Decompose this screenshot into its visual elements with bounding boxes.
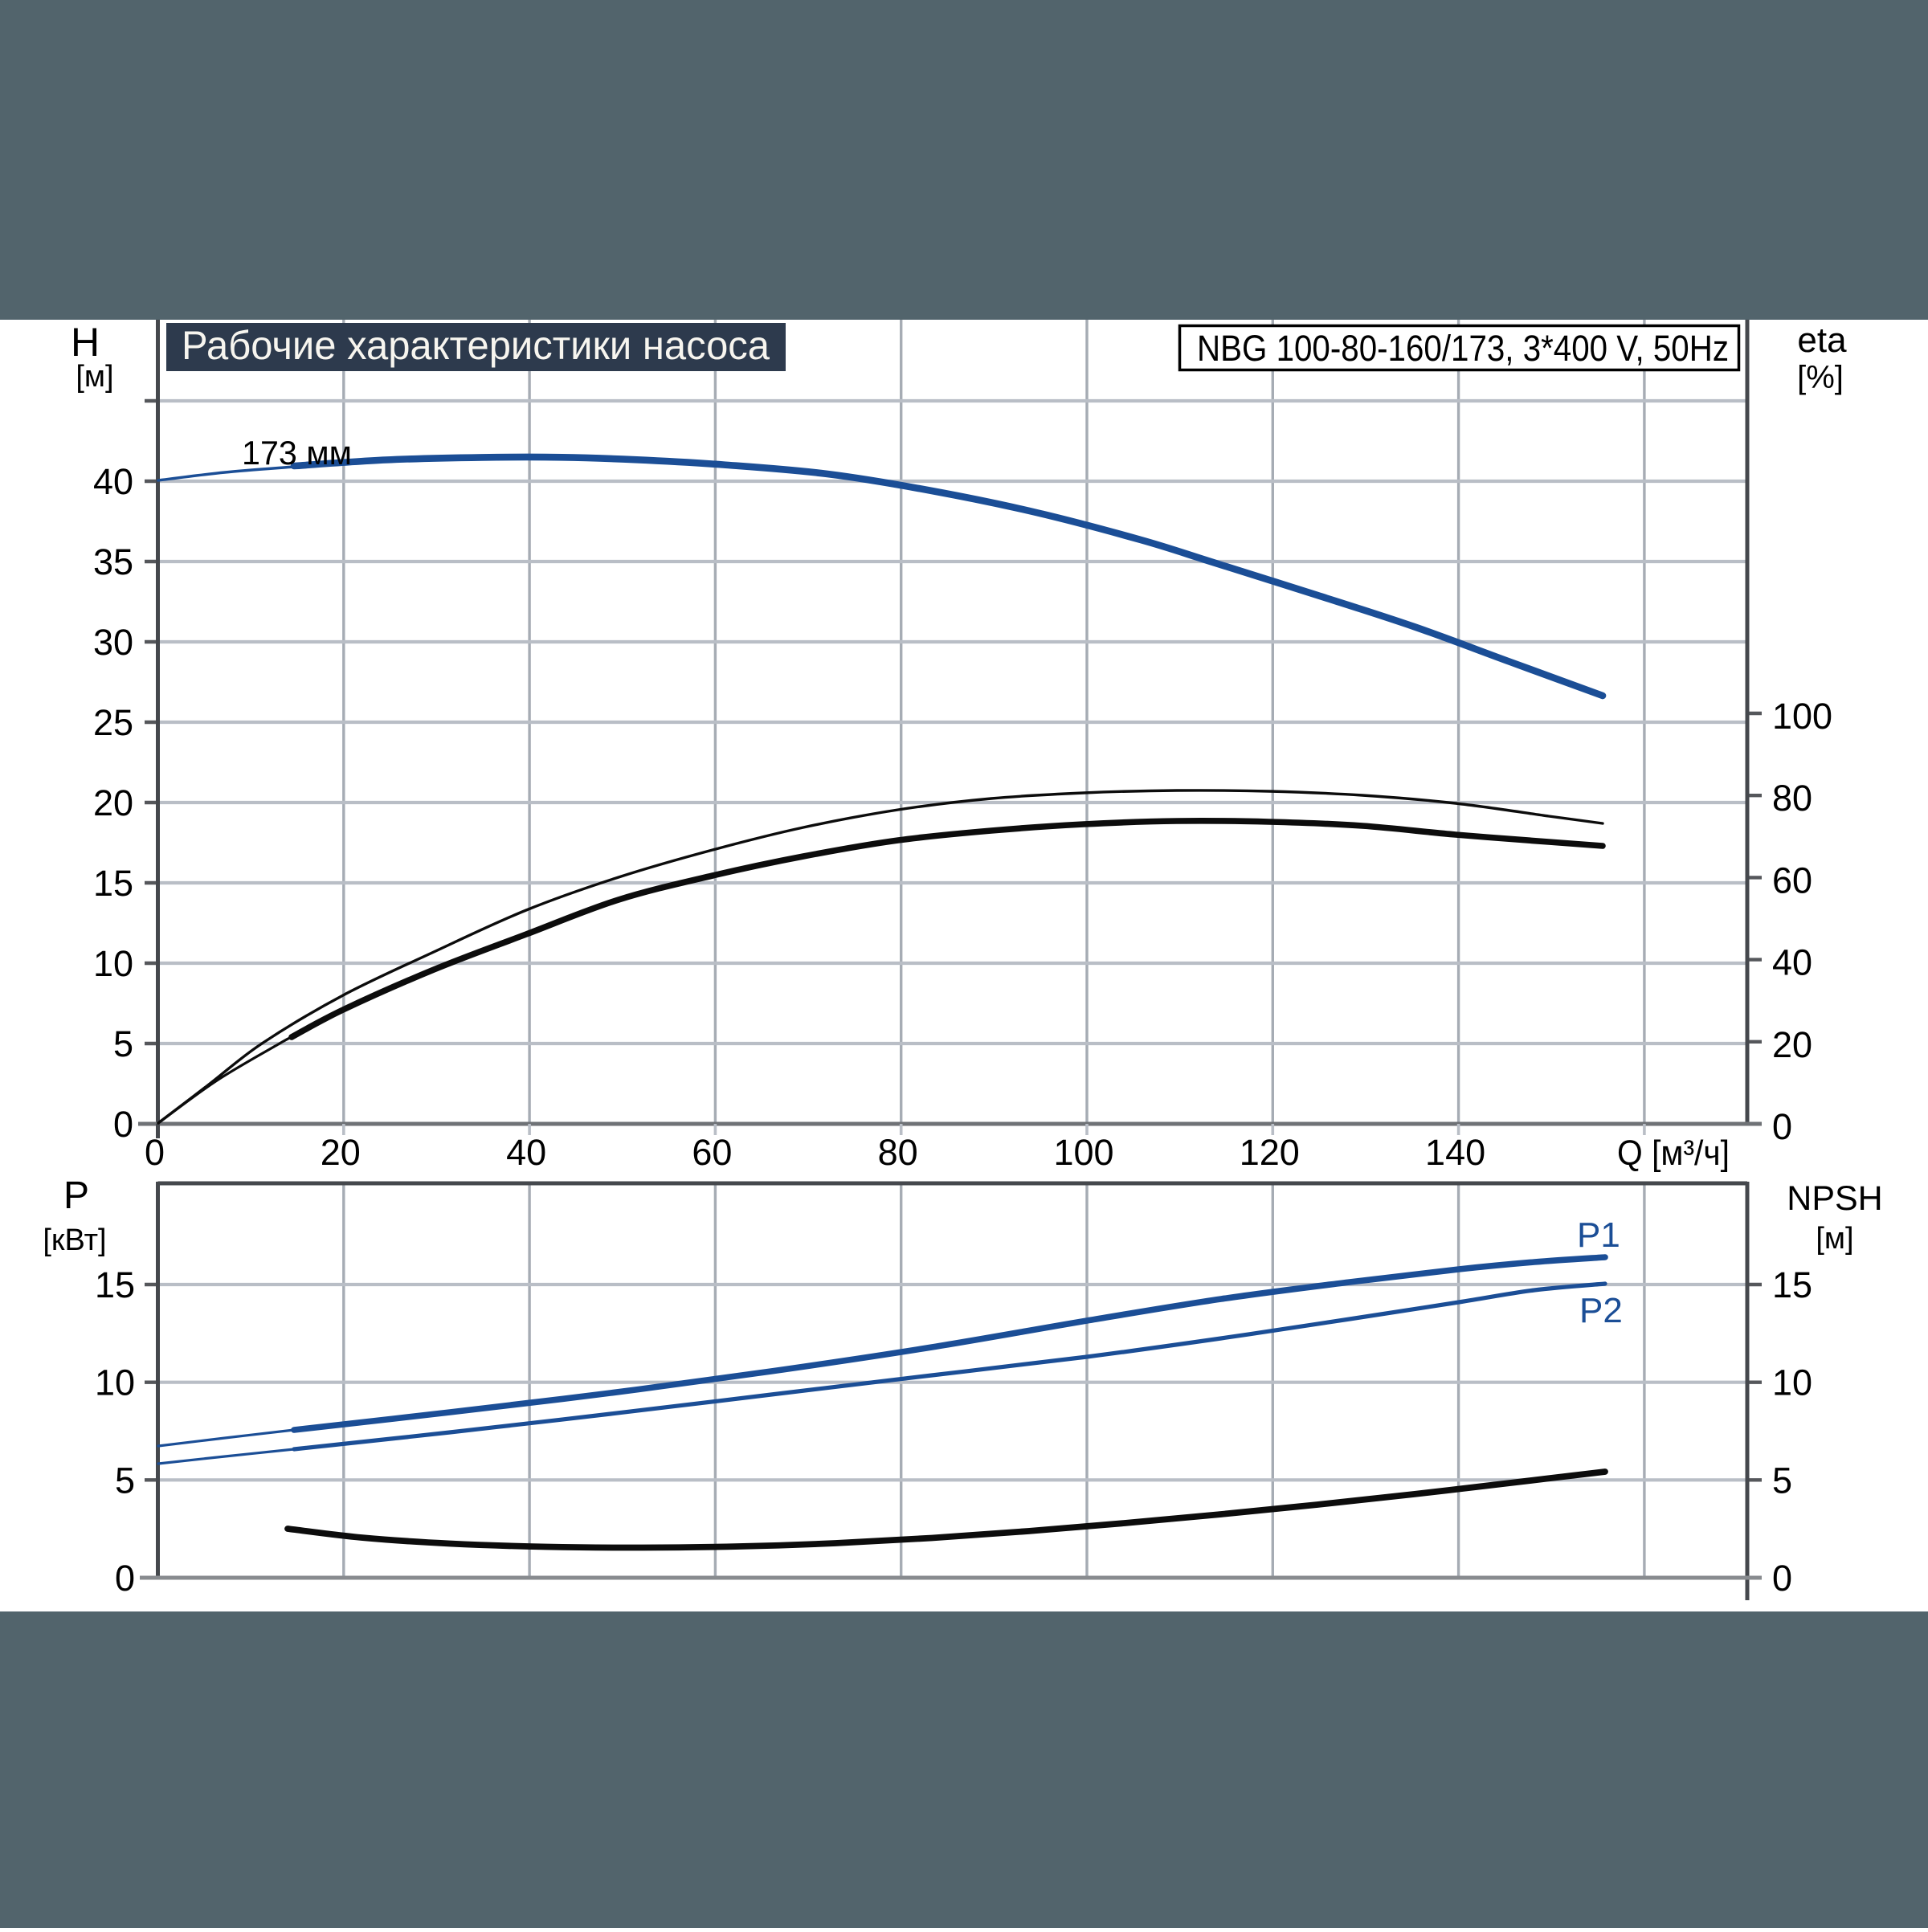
svg-text:100: 100 [1772, 696, 1832, 737]
svg-text:10: 10 [1772, 1362, 1812, 1403]
svg-text:[м]: [м] [76, 360, 113, 394]
svg-text:20: 20 [1772, 1024, 1812, 1065]
svg-text:140: 140 [1425, 1132, 1485, 1173]
svg-text:5: 5 [1772, 1460, 1792, 1501]
svg-text:10: 10 [93, 943, 133, 984]
svg-text:20: 20 [93, 782, 133, 823]
svg-text:35: 35 [93, 541, 133, 582]
svg-text:120: 120 [1240, 1132, 1300, 1173]
svg-text:40: 40 [93, 461, 133, 502]
svg-text:0: 0 [113, 1104, 133, 1145]
svg-text:Q [м³/ч]: Q [м³/ч] [1617, 1133, 1730, 1173]
svg-text:80: 80 [1772, 778, 1812, 819]
svg-text:100: 100 [1053, 1132, 1113, 1173]
svg-text:25: 25 [93, 702, 133, 743]
svg-text:40: 40 [1772, 942, 1812, 983]
svg-text:[м]: [м] [1816, 1222, 1853, 1256]
svg-text:H: H [71, 320, 100, 365]
svg-text:NBG 100-80-160/173, 3*400 V, 5: NBG 100-80-160/173, 3*400 V, 50Hz [1197, 328, 1729, 369]
svg-text:60: 60 [1772, 860, 1812, 901]
svg-text:NPSH: NPSH [1787, 1179, 1882, 1218]
svg-text:[%]: [%] [1797, 360, 1844, 395]
svg-text:0: 0 [1772, 1106, 1792, 1147]
svg-text:5: 5 [113, 1023, 133, 1064]
svg-text:10: 10 [95, 1362, 135, 1403]
svg-text:15: 15 [1772, 1264, 1812, 1305]
svg-text:eta: eta [1797, 321, 1847, 360]
svg-text:P1: P1 [1577, 1215, 1620, 1255]
svg-text:40: 40 [506, 1132, 546, 1173]
svg-text:15: 15 [93, 863, 133, 904]
svg-text:60: 60 [692, 1132, 732, 1173]
svg-text:0: 0 [1772, 1558, 1792, 1599]
svg-text:0: 0 [115, 1558, 135, 1599]
svg-text:30: 30 [93, 622, 133, 663]
svg-text:173 мм: 173 мм [242, 434, 352, 472]
svg-text:P2: P2 [1579, 1291, 1623, 1330]
svg-text:0: 0 [145, 1132, 165, 1173]
svg-text:80: 80 [878, 1132, 918, 1173]
svg-text:Рабочие характеристики насоса: Рабочие характеристики насоса [182, 323, 770, 368]
svg-text:15: 15 [95, 1264, 135, 1305]
svg-text:[кВт]: [кВт] [43, 1223, 106, 1257]
svg-text:P: P [63, 1174, 89, 1217]
svg-text:20: 20 [321, 1132, 361, 1173]
svg-text:5: 5 [115, 1460, 135, 1501]
